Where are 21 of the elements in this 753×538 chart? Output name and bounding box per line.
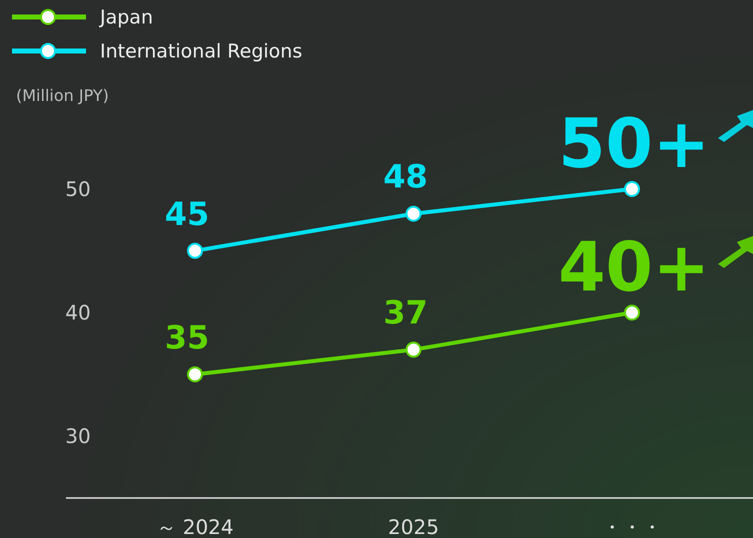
y-tick-label: 30	[65, 424, 91, 448]
data-label: 50+	[558, 105, 710, 184]
y-tick-label: 50	[65, 177, 91, 201]
legend-label: International Regions	[100, 40, 302, 63]
point	[624, 181, 640, 197]
x-tick-label: ～ 2024	[156, 515, 234, 538]
y-axis-title: (Million JPY)	[16, 86, 109, 105]
point	[187, 366, 203, 382]
data-label: 48	[383, 158, 428, 196]
data-label: 45	[164, 194, 210, 233]
data-label: 37	[383, 294, 428, 332]
legend-label: Japan	[99, 6, 153, 29]
point	[624, 304, 640, 321]
data-label: 35	[164, 318, 210, 356]
point	[187, 242, 203, 259]
data-label: 40+	[558, 228, 710, 308]
x-tick-label: 2025	[388, 515, 439, 538]
point	[406, 206, 422, 222]
y-tick-label: 40	[65, 300, 91, 325]
point	[406, 342, 422, 358]
x-tick-label: ・・・	[602, 515, 662, 538]
